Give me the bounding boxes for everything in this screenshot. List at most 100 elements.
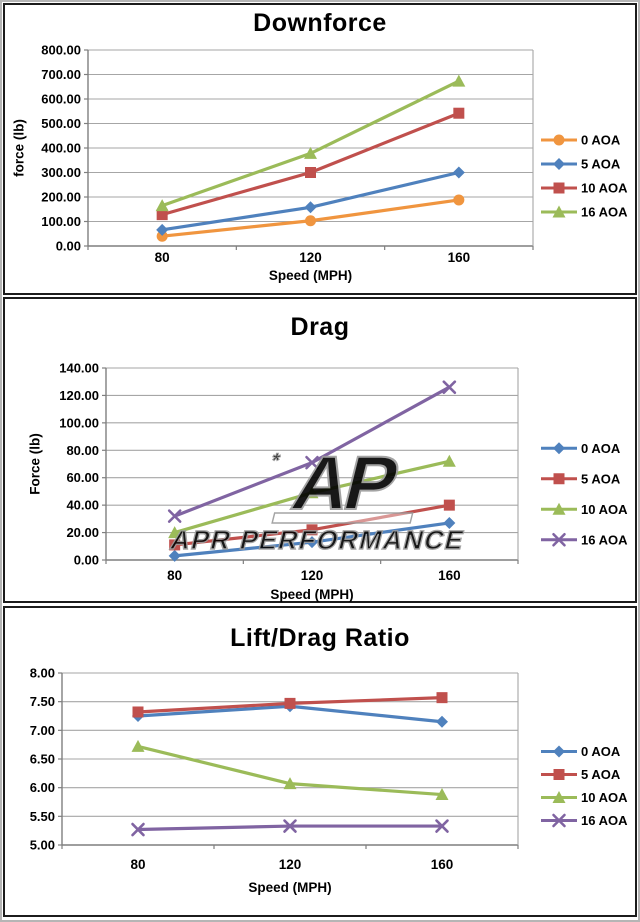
y-axis-tick-label: 80.00 [66, 443, 99, 458]
legend-label: 0 AOA [581, 744, 621, 759]
marker-triangle [304, 146, 317, 159]
marker-diamond [168, 549, 181, 562]
marker-square [553, 473, 565, 485]
marker-x [552, 813, 566, 828]
marker-square [553, 182, 565, 194]
legend-label: 5 AOA [581, 471, 621, 486]
marker-triangle [552, 205, 566, 218]
legend-label: 0 AOA [581, 133, 621, 148]
marker-diamond [553, 158, 565, 170]
legend-label: 10 AOA [581, 790, 628, 805]
watermark-text: APR PERFORMANCE [168, 525, 469, 555]
x-axis-title-lift-drag-ratio: Speed (MPH) [248, 880, 332, 895]
x-axis-tick-label: 160 [431, 857, 454, 872]
marker-square [305, 167, 316, 178]
x-axis-tick-label: 160 [448, 250, 471, 265]
marker-square [453, 107, 465, 119]
marker-circle [156, 230, 168, 242]
marker-square [443, 499, 455, 511]
marker-x [435, 819, 449, 833]
legend-label: 10 AOA [581, 502, 628, 517]
marker-triangle [155, 199, 169, 212]
y-axis-tick-label: 800.00 [41, 43, 81, 58]
x-axis-tick-label: 160 [438, 568, 461, 583]
marker-triangle [131, 739, 145, 752]
marker-diamond [452, 166, 465, 179]
y-axis-title-drag: Force (lb) [27, 433, 43, 495]
y-axis-tick-label: 100.00 [41, 214, 81, 229]
series-line-16-aoa [160, 79, 461, 208]
chart-title-lift-drag-ratio: Lift/Drag Ratio [230, 624, 410, 652]
downforce-chart: 0.00 100.00 200.00 300.00 400.00 500.00 600.00… [41, 43, 628, 266]
marker-triangle [168, 526, 182, 539]
x-axis-tick-label: 80 [167, 568, 182, 583]
x-axis-title-downforce: Speed (MPH) [268, 268, 353, 283]
lift-drag-ratio-chart-panel: Lift/Drag Ratio Speed (MPH) 5.00 5.50 6.00… [3, 606, 637, 917]
lift-drag-ratio-chart: 5.00 5.50 6.00 6.50 7.00 7.50 8.00 80 120 160 0 AO… [30, 666, 628, 873]
y-axis-tick-label: 500.00 [41, 116, 81, 131]
y-axis-tick-label: 7.50 [30, 694, 55, 709]
legend-label: 5 AOA [581, 767, 621, 782]
marker-x [131, 822, 145, 837]
x-axis-title-drag: Speed (MPH) [270, 587, 354, 602]
marker-diamond [443, 516, 456, 529]
marker-square [436, 692, 448, 704]
marker-triangle [552, 502, 566, 515]
marker-x [552, 532, 566, 547]
y-axis-tick-label: 5.50 [30, 809, 55, 824]
x-axis-tick-label: 120 [299, 250, 322, 265]
y-axis-tick-label: 200.00 [41, 190, 81, 205]
y-axis-tick-label: 400.00 [41, 141, 81, 156]
y-axis-tick-label: 600.00 [41, 92, 81, 107]
marker-triangle [552, 791, 566, 803]
x-axis-tick-label: 80 [155, 250, 170, 265]
marker-square [132, 706, 144, 718]
marker-circle [305, 215, 316, 227]
downforce-chart-panel: Downforce force (lb) Speed (MPH) 0.00 100… [3, 3, 637, 295]
y-axis-tick-label: 7.00 [30, 723, 55, 738]
marker-diamond [553, 745, 565, 758]
legend-label: 5 AOA [581, 157, 621, 172]
y-axis-tick-label: 6.00 [30, 780, 55, 795]
marker-x [305, 455, 319, 470]
legend-label: 10 AOA [581, 181, 628, 196]
y-axis-tick-label: 120.00 [59, 388, 99, 403]
y-axis-tick-label: 700.00 [41, 67, 81, 82]
marker-diamond [156, 223, 169, 236]
x-axis-tick-label: 120 [279, 857, 302, 872]
x-axis-tick-label: 120 [301, 568, 324, 583]
y-axis-tick-label: 300.00 [41, 165, 81, 180]
drag-chart: 0.00 20.00 40.00 60.00 80.00 100.00 120.00 140.… [59, 361, 628, 584]
marker-diamond [553, 442, 565, 455]
y-axis-tick-label: 60.00 [66, 470, 99, 485]
marker-square [169, 539, 181, 551]
marker-triangle [452, 74, 466, 87]
marker-diamond [306, 536, 318, 549]
marker-x [442, 380, 457, 394]
chart-title-downforce: Downforce [253, 9, 387, 37]
marker-triangle [283, 777, 297, 790]
marker-diamond [436, 715, 448, 728]
y-axis-tick-label: 100.00 [59, 415, 99, 430]
y-axis-title-downforce: force (lb) [11, 119, 27, 177]
y-axis-tick-label: 40.00 [66, 498, 99, 513]
marker-square [306, 524, 318, 536]
marker-circle [453, 194, 465, 206]
watermark-logo-bar [271, 512, 414, 524]
marker-triangle [435, 788, 449, 801]
y-axis-tick-label: 8.00 [30, 666, 55, 681]
chart-title-drag: Drag [290, 313, 350, 341]
watermark-asterisk: * [269, 450, 282, 472]
legend-label: 16 AOA [581, 205, 628, 220]
legend-label: 0 AOA [581, 441, 621, 456]
drag-chart-panel: Drag Force (lb) Speed (MPH) 0.00 20.00 40.… [3, 297, 637, 603]
y-axis-tick-label: 140.00 [59, 361, 99, 376]
y-axis-tick-label: 0.00 [56, 239, 81, 254]
marker-x [283, 819, 297, 833]
x-axis-tick-label: 80 [130, 857, 145, 872]
legend-label: 16 AOA [581, 813, 628, 828]
marker-diamond [304, 201, 317, 214]
y-axis-tick-label: 20.00 [66, 525, 99, 540]
